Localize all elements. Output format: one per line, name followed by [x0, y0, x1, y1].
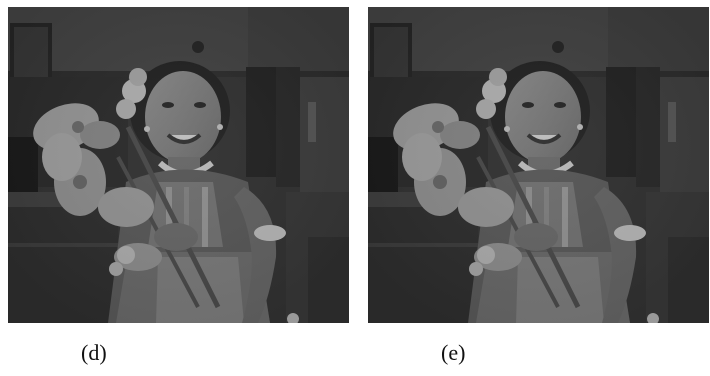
caption-d: (d) [81, 340, 107, 365]
caption-e: (e) [441, 340, 466, 365]
photo-e [368, 7, 709, 323]
photo-panel-e [368, 7, 709, 323]
photo-d [8, 7, 349, 323]
photo-panel-d [8, 7, 349, 323]
